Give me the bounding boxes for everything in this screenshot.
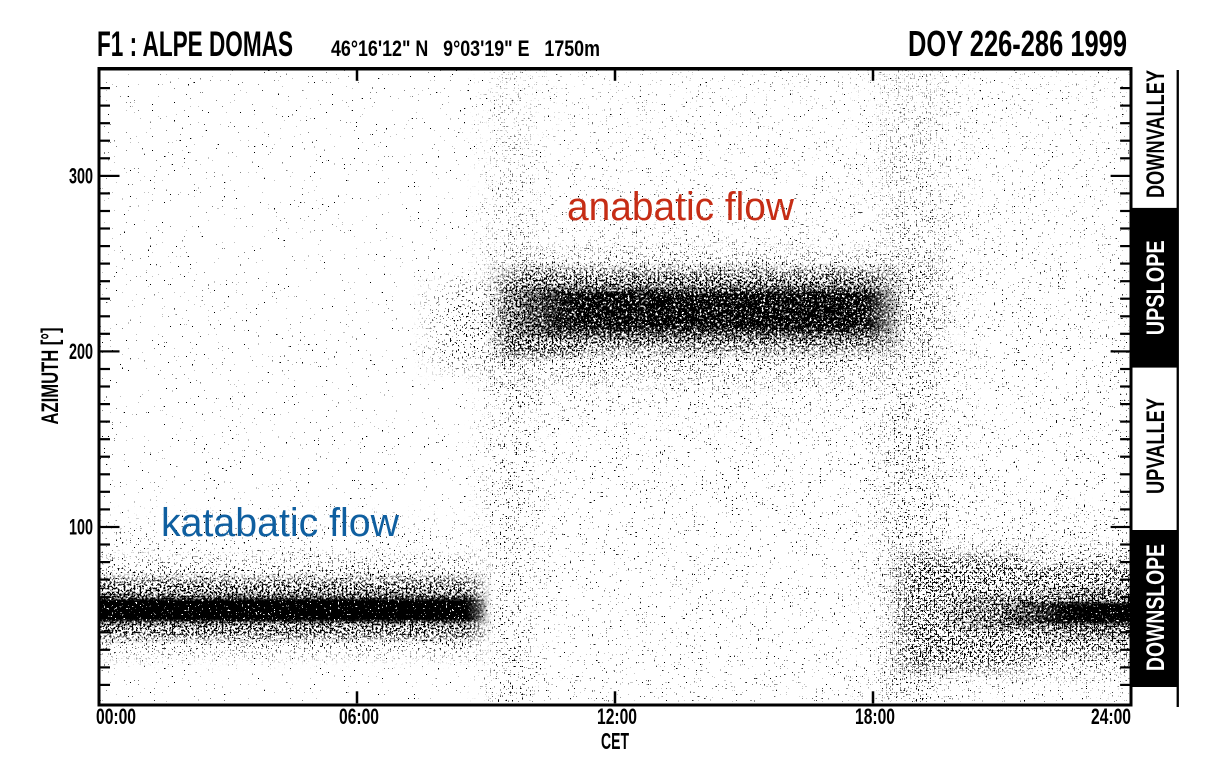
svg-text:06:00: 06:00: [339, 704, 379, 729]
svg-text:18:00: 18:00: [855, 704, 895, 729]
svg-text:UPVALLEY: UPVALLEY: [1142, 398, 1170, 494]
svg-text:100: 100: [69, 515, 93, 540]
svg-text:F1 : ALPE DOMAS: F1 : ALPE DOMAS: [97, 25, 293, 64]
svg-text:anabatic flow: anabatic flow: [567, 185, 794, 229]
svg-text:00:00: 00:00: [96, 704, 136, 729]
svg-text:katabatic flow: katabatic flow: [161, 501, 399, 545]
svg-text:46°16'12" N 9°03'19" E 175: 46°16'12" N 9°03'19" E 1750m: [331, 36, 600, 61]
svg-text:200: 200: [69, 339, 93, 364]
svg-text:24:00: 24:00: [1091, 704, 1131, 729]
svg-text:12:00: 12:00: [597, 704, 637, 729]
svg-text:UPSLOPE: UPSLOPE: [1142, 240, 1170, 335]
svg-text:DOWNVALLEY: DOWNVALLEY: [1142, 70, 1170, 198]
svg-text:300: 300: [69, 164, 93, 189]
svg-text:DOY 226-286 1999: DOY 226-286 1999: [908, 23, 1127, 64]
svg-text:CET: CET: [601, 728, 629, 754]
svg-text:DOWNSLOPE: DOWNSLOPE: [1142, 544, 1170, 671]
svg-text:AZIMUTH [°]: AZIMUTH [°]: [37, 328, 64, 425]
